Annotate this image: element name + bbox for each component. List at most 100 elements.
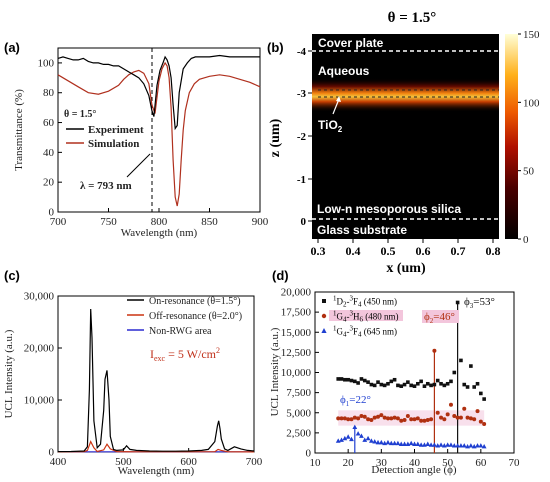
panel-d-point-645 xyxy=(418,442,424,447)
panel-b-glass-label: Glass substrate xyxy=(317,223,407,237)
panel-d-point-450 xyxy=(376,380,380,384)
panel-d-point-645 xyxy=(359,433,364,438)
panel-b-title: θ = 1.5° xyxy=(388,10,437,26)
panel-d-point-450 xyxy=(412,384,417,388)
panel-d-point-645 xyxy=(461,443,467,448)
panel-c-on-resonance-line xyxy=(57,308,255,453)
panel-d-point-645 xyxy=(339,437,344,442)
panel-d-point-480 xyxy=(462,406,467,411)
panel-d-point-480 xyxy=(342,416,347,421)
panel-d-point-450 xyxy=(459,358,463,363)
panel-d-angle-annotation: ϕ2=46° xyxy=(424,311,455,325)
panel-c-off-resonance-line xyxy=(57,440,255,453)
panel-d-point-480 xyxy=(389,416,394,421)
panel-b-colorbar xyxy=(505,34,518,239)
panel-d-ytick-label: 5,000 xyxy=(286,407,311,419)
panel-d-point-480 xyxy=(458,415,463,420)
panel-d-xtick-label: 50 xyxy=(442,457,454,469)
panel-d: (d) 10 20 30 40 50 60 70 0 2,500 5,000 7,500 10,000… xyxy=(269,268,520,476)
panel-d-point-480 xyxy=(422,418,427,423)
panel-d-point-645 xyxy=(392,440,397,446)
panel-d-point-480 xyxy=(445,412,450,417)
panel-a-ytick-label: 80 xyxy=(43,87,55,99)
panel-c-excitation-annotation: Iexc = 5 W/cm2 xyxy=(150,346,220,363)
panel-d-ytick-label: 0 xyxy=(306,448,312,460)
panel-d-point-480 xyxy=(339,416,344,421)
panel-c-ytick-label: 30,000 xyxy=(24,291,55,303)
panel-d-point-480 xyxy=(409,417,414,422)
panel-d-point-450 xyxy=(382,383,387,388)
panel-d-point-480 xyxy=(402,417,407,422)
panel-d-point-450 xyxy=(392,377,397,382)
panel-c-xtick-label: 500 xyxy=(115,456,132,468)
panel-d-point-645 xyxy=(378,439,384,445)
panel-d-point-450 xyxy=(455,300,460,305)
panel-d-point-450 xyxy=(346,377,350,382)
panel-c-legend-off: Off-resonance (θ=2.0°) xyxy=(149,311,242,322)
panel-c-ytick-label: 0 xyxy=(49,447,55,459)
panel-d-point-450 xyxy=(432,382,437,387)
panel-d-ytick-label: 20,000 xyxy=(281,287,312,299)
panel-d-point-480 xyxy=(399,418,404,423)
panel-d-point-645 xyxy=(448,442,454,447)
panel-d-point-480 xyxy=(362,414,367,419)
panel-a-ylabel: Transmittance (%) xyxy=(13,89,25,171)
panel-a-lambda-annotation: λ = 793 nm xyxy=(80,180,132,192)
panel-a-xtick-label: 850 xyxy=(201,216,218,228)
panel-b-ytick-label: 0 xyxy=(301,216,307,228)
panel-a-simulation-line xyxy=(57,61,261,207)
panel-d-point-480 xyxy=(472,417,477,422)
panel-d-point-480 xyxy=(412,417,417,422)
panel-d-point-450 xyxy=(339,377,344,381)
panel-d-point-645 xyxy=(388,440,394,446)
panel-d-point-450 xyxy=(445,381,450,386)
panel-d-point-450 xyxy=(409,383,413,388)
panel-d-point-480 xyxy=(366,417,371,422)
panel-c-legend-nonrwg: Non-RWG area xyxy=(149,326,212,337)
panel-d-point-450 xyxy=(336,377,341,381)
panel-d-xtick-label: 20 xyxy=(343,457,355,469)
panel-d-point-480 xyxy=(356,416,361,421)
panel-a-ytick-label: 20 xyxy=(43,177,55,189)
panel-d-point-450 xyxy=(416,381,420,386)
panel-d-ytick-label: 17,500 xyxy=(281,307,312,319)
panel-b-colorbar-label: 0 xyxy=(523,234,529,246)
panel-d-point-450 xyxy=(372,383,377,388)
panel-a-xlabel: Wavelength (nm) xyxy=(121,227,198,239)
panel-d-point-450 xyxy=(369,382,374,387)
panel-c-ylabel: UCL Intensity (a.u.) xyxy=(3,329,15,418)
panel-b-heatmap-background xyxy=(312,34,499,239)
panel-d-point-480 xyxy=(448,402,453,407)
panel-c-label: (c) xyxy=(4,268,20,283)
panel-d-point-480 xyxy=(455,415,460,420)
panel-d-point-450 xyxy=(462,382,467,387)
panel-d-ytick-label: 10,000 xyxy=(281,367,312,379)
panel-b-colorbar-label: 50 xyxy=(523,166,535,178)
panel-c-xtick-label: 400 xyxy=(50,456,67,468)
panel-d-point-645 xyxy=(352,424,358,430)
panel-b-tio2-label: TiO2 xyxy=(318,118,343,134)
panel-b-xlabel: x (um) xyxy=(386,261,426,276)
panel-d-point-645 xyxy=(415,441,421,446)
panel-d-point-480 xyxy=(452,413,457,418)
panel-d-point-480 xyxy=(435,410,440,415)
panel-d-legend-label: 1D2-3F4 (450 nm) xyxy=(333,295,397,309)
panel-b-ytick-label: -3 xyxy=(297,88,307,100)
panel-d-point-450 xyxy=(469,364,473,368)
panel-d-point-645 xyxy=(375,439,381,445)
panel-c-xtick-label: 700 xyxy=(246,456,263,468)
panel-d-xtick-label: 10 xyxy=(310,457,322,469)
panel-d-point-450 xyxy=(442,383,447,388)
panel-d-angle-annotation: ϕ1=22° xyxy=(340,394,371,408)
panel-d-point-480 xyxy=(382,415,387,420)
panel-d-point-450 xyxy=(379,382,384,387)
panel-d-point-450 xyxy=(389,379,394,384)
panel-d-point-450 xyxy=(399,384,404,388)
panel-d-point-450 xyxy=(435,378,440,383)
panel-d-point-645 xyxy=(432,442,437,447)
panel-d-point-645 xyxy=(478,443,484,448)
panel-c-ytick-label: 10,000 xyxy=(24,395,55,407)
panel-d-point-450 xyxy=(479,391,483,396)
panel-d-ytick-label: 2,500 xyxy=(286,427,311,439)
